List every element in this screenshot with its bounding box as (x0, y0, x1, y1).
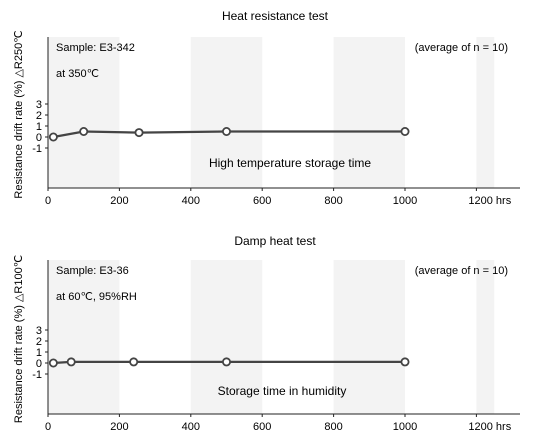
x-tick-label: 200 (110, 421, 128, 433)
chart-panel-1: Heat resistance test Resistance drift rat… (13, 9, 520, 207)
condition-annotation: at 350℃ (56, 68, 99, 80)
average-annotation: (average of n = 10) (415, 42, 508, 54)
x-tick-label: 1000 (393, 195, 417, 207)
x-axis-label: Storage time in humidity (218, 384, 347, 398)
plot-band (190, 37, 263, 188)
data-point (134, 128, 144, 138)
x-axis-label: High temperature storage time (209, 156, 371, 170)
plot-band (48, 260, 120, 414)
data-point (48, 358, 58, 368)
data-point (66, 357, 76, 367)
y-tick-label: 0 (36, 132, 42, 144)
data-point (400, 357, 410, 367)
x-tick-label: 1200 hrs (468, 421, 511, 433)
x-tick-label: 0 (45, 195, 51, 207)
y-axis-label: Resistance drift rate (%) △R100℃ (13, 255, 25, 423)
x-tick-label: 1200 hrs (468, 195, 511, 207)
y-tick-label: 3 (36, 325, 42, 337)
plot-band (476, 37, 495, 188)
x-tick-label: 0 (45, 421, 51, 433)
y-tick-label: 1 (36, 121, 42, 133)
plot-band (190, 260, 263, 414)
data-point (400, 127, 410, 137)
sample-annotation: Sample: E3-342 (56, 42, 135, 54)
x-tick-label: 400 (182, 421, 200, 433)
x-tick-label: 600 (253, 421, 271, 433)
y-tick-label: 1 (36, 347, 42, 359)
y-axis-label: Resistance drift rate (%) △R250℃ (13, 30, 25, 198)
data-point (129, 357, 139, 367)
y-tick-label: -1 (32, 143, 42, 155)
x-tick-label: 200 (110, 195, 128, 207)
x-tick-label: 400 (182, 195, 200, 207)
x-tick-label: 600 (253, 195, 271, 207)
data-point (221, 357, 231, 367)
plot-band (48, 37, 120, 188)
y-tick-label: -1 (32, 369, 42, 381)
x-tick-label: 800 (324, 195, 342, 207)
data-point (48, 132, 58, 142)
condition-annotation: at 60℃, 95%RH (56, 291, 137, 303)
chart-title: Heat resistance test (222, 9, 329, 23)
plot-band (333, 260, 405, 414)
data-point (79, 127, 89, 137)
sample-annotation: Sample: E3-36 (56, 265, 129, 277)
plot-band (476, 260, 495, 414)
chart-title: Damp heat test (234, 234, 316, 248)
y-tick-label: 2 (36, 110, 42, 122)
chart-panel-2: Damp heat test Resistance drift rate (%) … (13, 234, 520, 433)
average-annotation: (average of n = 10) (415, 265, 508, 277)
x-tick-label: 1000 (393, 421, 417, 433)
y-tick-label: 3 (36, 99, 42, 111)
y-tick-label: 2 (36, 336, 42, 348)
y-tick-label: 0 (36, 358, 42, 370)
plot-band (333, 37, 405, 188)
data-point (221, 127, 231, 137)
x-tick-label: 800 (324, 421, 342, 433)
